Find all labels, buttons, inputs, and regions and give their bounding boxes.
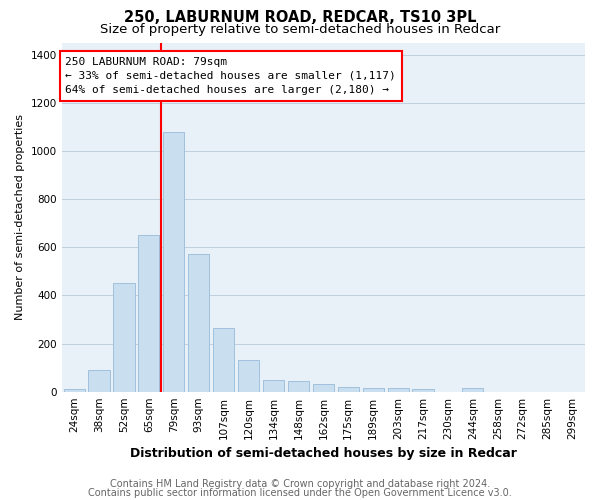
- Bar: [388, 388, 409, 392]
- Bar: [338, 387, 359, 392]
- Bar: [263, 380, 284, 392]
- X-axis label: Distribution of semi-detached houses by size in Redcar: Distribution of semi-detached houses by …: [130, 447, 517, 460]
- Text: Size of property relative to semi-detached houses in Redcar: Size of property relative to semi-detach…: [100, 22, 500, 36]
- Bar: [412, 390, 434, 392]
- Bar: [213, 328, 234, 392]
- Bar: [88, 370, 110, 392]
- Bar: [462, 388, 484, 392]
- Bar: [138, 235, 160, 392]
- Bar: [113, 284, 134, 392]
- Bar: [238, 360, 259, 392]
- Bar: [362, 388, 384, 392]
- Bar: [288, 381, 309, 392]
- Text: 250, LABURNUM ROAD, REDCAR, TS10 3PL: 250, LABURNUM ROAD, REDCAR, TS10 3PL: [124, 10, 476, 25]
- Text: Contains HM Land Registry data © Crown copyright and database right 2024.: Contains HM Land Registry data © Crown c…: [110, 479, 490, 489]
- Bar: [188, 254, 209, 392]
- Bar: [163, 132, 184, 392]
- Text: Contains public sector information licensed under the Open Government Licence v3: Contains public sector information licen…: [88, 488, 512, 498]
- Y-axis label: Number of semi-detached properties: Number of semi-detached properties: [15, 114, 25, 320]
- Bar: [313, 384, 334, 392]
- Bar: [64, 390, 85, 392]
- Text: 250 LABURNUM ROAD: 79sqm
← 33% of semi-detached houses are smaller (1,117)
64% o: 250 LABURNUM ROAD: 79sqm ← 33% of semi-d…: [65, 57, 396, 95]
